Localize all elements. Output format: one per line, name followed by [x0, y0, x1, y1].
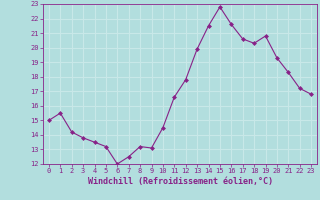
X-axis label: Windchill (Refroidissement éolien,°C): Windchill (Refroidissement éolien,°C) — [87, 177, 273, 186]
